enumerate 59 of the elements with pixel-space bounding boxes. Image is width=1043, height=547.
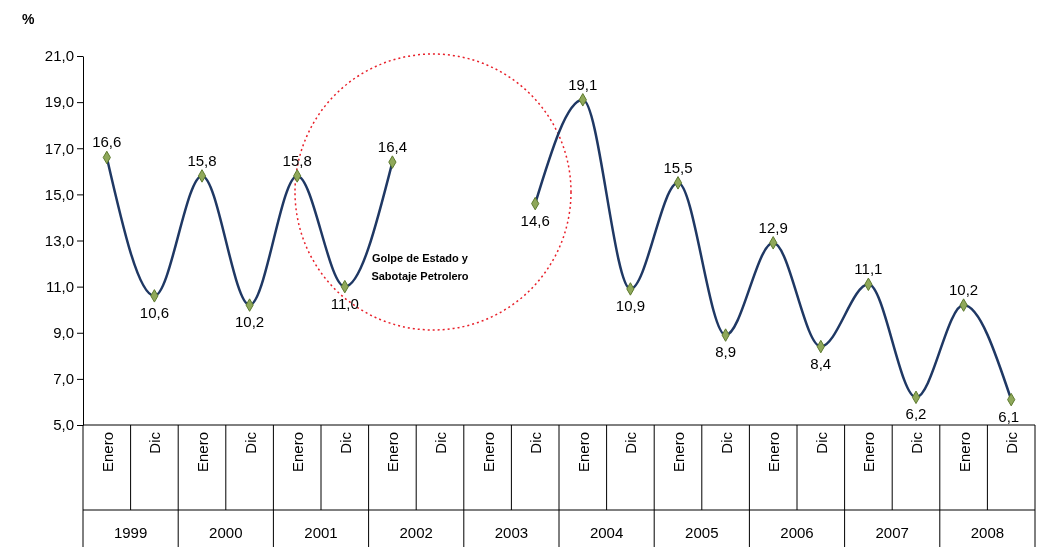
x-tick-label: Dic [1003, 431, 1021, 454]
y-tick-label: 19,0 [44, 93, 74, 111]
x-tick-label: Enero [289, 432, 307, 473]
data-label: 8,9 [715, 343, 737, 361]
y-axis-title: % [22, 11, 35, 27]
x-tick-label: Enero [479, 432, 497, 473]
y-tick-label: 17,0 [44, 139, 74, 157]
x-tick-label: Enero [384, 432, 402, 473]
data-label: 12,9 [758, 218, 788, 236]
text: 2005 [685, 524, 719, 541]
text: 1999 [113, 524, 148, 541]
x-tick-label: Enero [955, 432, 973, 473]
x-tick-label: Enero [98, 432, 116, 473]
x-tick-label: Dic [717, 431, 735, 454]
x-tick-label: Enero [194, 432, 211, 473]
x-tick-label: Enero [670, 432, 687, 473]
y-tick-label: 7,0 [53, 370, 74, 388]
text: 2003 [494, 524, 529, 541]
data-label: 8,4 [810, 354, 832, 372]
data-label: 16,6 [92, 133, 122, 151]
text: 2001 [304, 524, 338, 541]
y-tick-label: 9,0 [53, 324, 74, 342]
data-label: 14,6 [520, 211, 550, 229]
data-label: 15,5 [663, 158, 693, 176]
y-tick-label: 15,0 [44, 185, 74, 203]
x-tick-label: Dic [527, 431, 545, 454]
x-tick-label: Enero [765, 432, 783, 473]
data-label: 11,0 [330, 294, 359, 312]
text: 2008 [970, 524, 1005, 541]
data-label: 19,1 [568, 75, 598, 93]
data-label: 10,2 [949, 281, 979, 299]
data-label: 10,2 [235, 313, 265, 331]
text: 2007 [875, 524, 909, 541]
x-tick-label: Enero [574, 432, 592, 473]
x-tick-label: Enero [860, 432, 878, 473]
x-tick-label: Dic [622, 431, 640, 454]
y-tick-label: 11,0 [45, 277, 74, 295]
x-tick-label: Dic [908, 431, 925, 454]
data-label: 11,1 [854, 260, 883, 278]
data-label: 10,6 [139, 303, 169, 321]
text: 2004 [589, 524, 624, 541]
data-label: 16,4 [377, 138, 407, 156]
x-tick-label: Dic [812, 431, 830, 454]
data-label: 6,2 [905, 405, 927, 423]
data-label: 6,1 [998, 407, 1020, 425]
x-tick-label: Dic [336, 431, 354, 454]
x-tick-label: Dic [432, 431, 449, 454]
data-label: 10,9 [615, 296, 645, 314]
text: 2000 [209, 524, 243, 541]
y-tick-label: 5,0 [53, 416, 74, 434]
x-tick-label: Dic [241, 431, 259, 454]
text: 2006 [780, 524, 814, 541]
x-tick-label: Dic [146, 431, 164, 454]
data-label: 15,8 [282, 151, 312, 169]
y-tick-label: 21,0 [44, 47, 74, 65]
data-label: 15,8 [187, 151, 217, 169]
annotation: Golpe de Estado y Sabotaje Petrolero [371, 252, 469, 282]
y-tick-label: 13,0 [44, 231, 74, 249]
text: 2002 [399, 524, 433, 541]
